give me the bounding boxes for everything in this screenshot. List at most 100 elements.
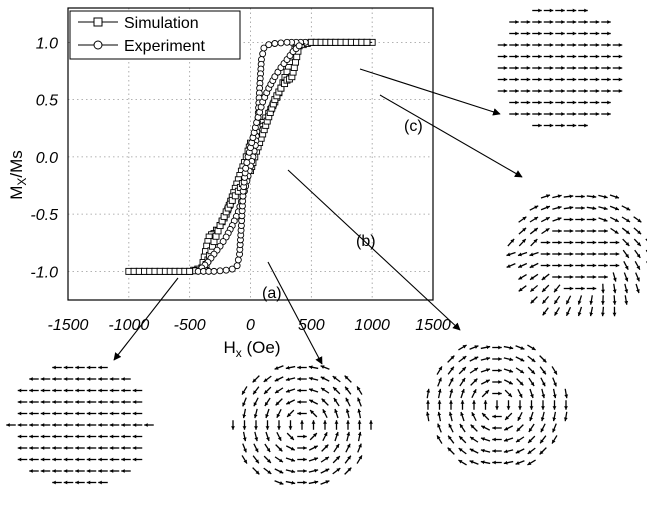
moment-arrowhead [438, 366, 442, 371]
moment-arrowhead [86, 423, 91, 427]
moment-arrowhead [581, 252, 585, 256]
moment-arrowhead [346, 443, 351, 448]
moment-arrowhead [325, 480, 330, 484]
moment-arrowhead [121, 457, 125, 462]
moment-arrowhead [604, 229, 608, 233]
moment-arrowhead [52, 388, 56, 393]
moment-arrowhead [498, 368, 502, 373]
moment-arrowhead [314, 480, 319, 485]
moment-arrowhead [325, 468, 330, 473]
moment-arrowhead [426, 388, 431, 393]
point-circle [260, 44, 268, 52]
moment-arrowhead [144, 423, 148, 427]
moment-arrowhead [462, 345, 467, 349]
moment-arrowhead [577, 312, 582, 317]
moment-arrowhead [526, 31, 531, 36]
moment-arrowhead [425, 411, 430, 416]
moment-arrowhead [601, 289, 605, 294]
moment-arrowhead [542, 311, 547, 316]
moment-arrowhead [516, 427, 521, 432]
moment-arrowhead [595, 112, 600, 116]
moment-arrowhead [52, 446, 56, 450]
moment-arrowhead [243, 459, 247, 464]
moment-arrowhead [265, 426, 270, 430]
moment-arrowhead [75, 446, 79, 450]
moment-arrowhead [540, 428, 545, 433]
moment-arrowhead [508, 380, 513, 385]
y-tick-label: 1.0 [36, 35, 58, 52]
moment-arrowhead [506, 252, 511, 257]
moment-arrowhead [624, 289, 629, 294]
moment-arrowhead [542, 288, 546, 292]
moment-arrowhead [526, 66, 531, 70]
moment-arrowhead [625, 242, 630, 246]
point-circle [243, 159, 251, 167]
moment-arrowhead [612, 277, 617, 282]
moment-arrowhead [584, 89, 588, 93]
moment-arrowhead [503, 77, 508, 82]
moment-arrowhead [470, 424, 475, 429]
y-tick-label: -0.5 [30, 207, 58, 224]
moment-arrowhead [561, 66, 565, 70]
moment-arrowhead [515, 461, 520, 465]
moment-arrowhead [287, 413, 291, 417]
moment-arrowhead [75, 377, 79, 381]
point-circle [295, 42, 303, 50]
moment-arrowhead [98, 411, 102, 416]
moment-arrowhead [40, 388, 45, 393]
moment-arrowhead [323, 432, 328, 437]
moment-arrowhead [109, 446, 114, 450]
moment-arrowhead [276, 413, 281, 418]
moment-arrowhead [572, 112, 577, 116]
moment-arrowhead [255, 470, 260, 475]
moment-arrowhead [603, 206, 608, 211]
moment-arrowhead [515, 43, 519, 47]
moment-arrowhead [603, 194, 608, 199]
moment-arrowhead [132, 411, 137, 416]
moment-arrowhead [506, 264, 511, 268]
moment-arrowhead [308, 376, 313, 381]
moment-arrowhead [569, 240, 574, 245]
arrow-to-negative-saturation [113, 277, 179, 361]
moment-arrowhead [308, 388, 313, 392]
x-tick-label: 500 [298, 317, 325, 334]
moment-arrowhead [538, 66, 542, 70]
moment-arrowhead [626, 218, 631, 223]
inset-saturation-positive [497, 8, 623, 128]
moment-arrowhead [75, 411, 79, 416]
moment-arrowhead [121, 411, 125, 416]
moment-arrowhead [515, 54, 519, 59]
moment-arrowhead [584, 31, 588, 36]
moment-arrowhead [549, 54, 554, 59]
moment-arrowhead [332, 376, 337, 380]
point-circle [210, 267, 218, 275]
moment-arrowhead [592, 240, 597, 245]
moment-arrowhead [527, 450, 532, 454]
moment-arrowhead [637, 218, 642, 223]
moment-arrowhead [277, 426, 281, 430]
moment-arrowhead [625, 230, 630, 234]
moment-arrowhead [334, 420, 339, 424]
moment-arrowhead [552, 439, 556, 444]
moment-arrowhead [595, 31, 600, 36]
moment-arrowhead [86, 365, 91, 370]
moment-arrowhead [492, 449, 496, 453]
moment-arrowhead [558, 240, 562, 245]
x-tick-label: -1500 [48, 317, 89, 334]
moment-arrowhead [584, 123, 588, 128]
moment-arrowhead [17, 400, 22, 404]
moment-arrowhead [530, 394, 534, 399]
moment-arrowhead [86, 457, 91, 462]
moment-arrowhead [526, 20, 531, 24]
moment-arrowhead [530, 276, 535, 280]
moment-arrowhead [75, 457, 79, 462]
legend-item-experiment: Experiment [78, 38, 205, 55]
moment-arrowhead [357, 420, 362, 424]
moment-arrowhead [503, 438, 508, 442]
moment-arrowhead [303, 446, 307, 450]
moment-arrowhead [320, 365, 325, 369]
moment-arrowhead [449, 377, 454, 382]
moment-arrowhead [254, 426, 258, 430]
moment-arrowhead [426, 400, 430, 404]
moment-arrowhead [109, 434, 114, 439]
